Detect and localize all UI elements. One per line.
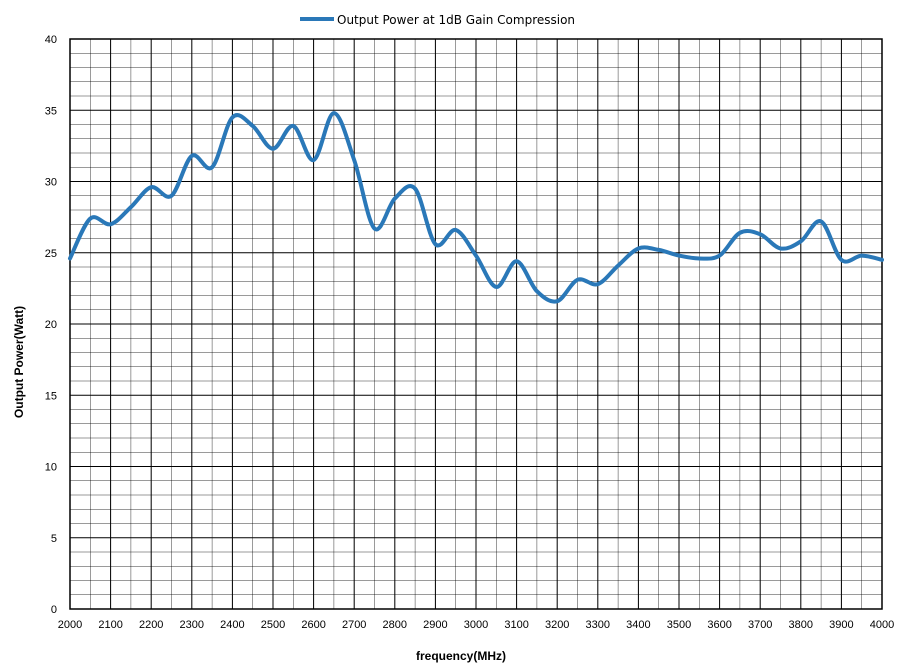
y-axis-title: Output Power(Watt): [12, 306, 26, 418]
x-tick-label: 3000: [464, 619, 488, 631]
y-tick-label: 5: [51, 533, 57, 545]
x-tick-label: 2900: [423, 619, 447, 631]
legend: Output Power at 1dB Gain Compression: [300, 13, 575, 27]
x-tick-label: 3400: [626, 619, 650, 631]
y-tick-label: 30: [45, 177, 57, 189]
x-tick-label: 3300: [586, 619, 610, 631]
x-tick-label: 2500: [261, 619, 285, 631]
series-line: [68, 111, 884, 304]
x-tick-label: 4000: [870, 619, 894, 631]
x-tick-label: 2800: [383, 619, 407, 631]
x-tick-label: 2300: [180, 619, 204, 631]
x-tick-label: 2100: [98, 619, 122, 631]
x-tick-label: 3900: [829, 619, 853, 631]
y-tick-label: 40: [45, 34, 57, 46]
y-tick-label: 20: [45, 319, 57, 331]
major-gridlines: [69, 38, 883, 610]
x-tick-label: 2000: [58, 619, 82, 631]
x-axis-tick-labels: 2000 2100 2200 2300 2400 2500 2600 2700 2800 2900…: [58, 619, 894, 631]
y-tick-label: 15: [45, 390, 57, 402]
x-tick-label: 3700: [748, 619, 772, 631]
x-tick-label: 3100: [504, 619, 528, 631]
x-tick-label: 3600: [707, 619, 731, 631]
plot-area-frame: [69, 38, 883, 610]
y-tick-label: 0: [51, 604, 57, 616]
legend-label: Output Power at 1dB Gain Compression: [337, 13, 575, 27]
y-axis-tick-labels: 0 5 10 15 20 25 30 35 40: [45, 34, 57, 616]
x-tick-label: 2700: [342, 619, 366, 631]
x-tick-label: 2400: [220, 619, 244, 631]
x-tick-label: 2200: [139, 619, 163, 631]
y-tick-label: 25: [45, 248, 57, 260]
y-tick-label: 35: [45, 105, 57, 117]
y-tick-label: 10: [45, 462, 57, 474]
x-tick-label: 3800: [789, 619, 813, 631]
x-axis-title: frequency(MHz): [416, 649, 506, 663]
x-tick-label: 3500: [667, 619, 691, 631]
x-tick-label: 2600: [301, 619, 325, 631]
x-tick-label: 3200: [545, 619, 569, 631]
